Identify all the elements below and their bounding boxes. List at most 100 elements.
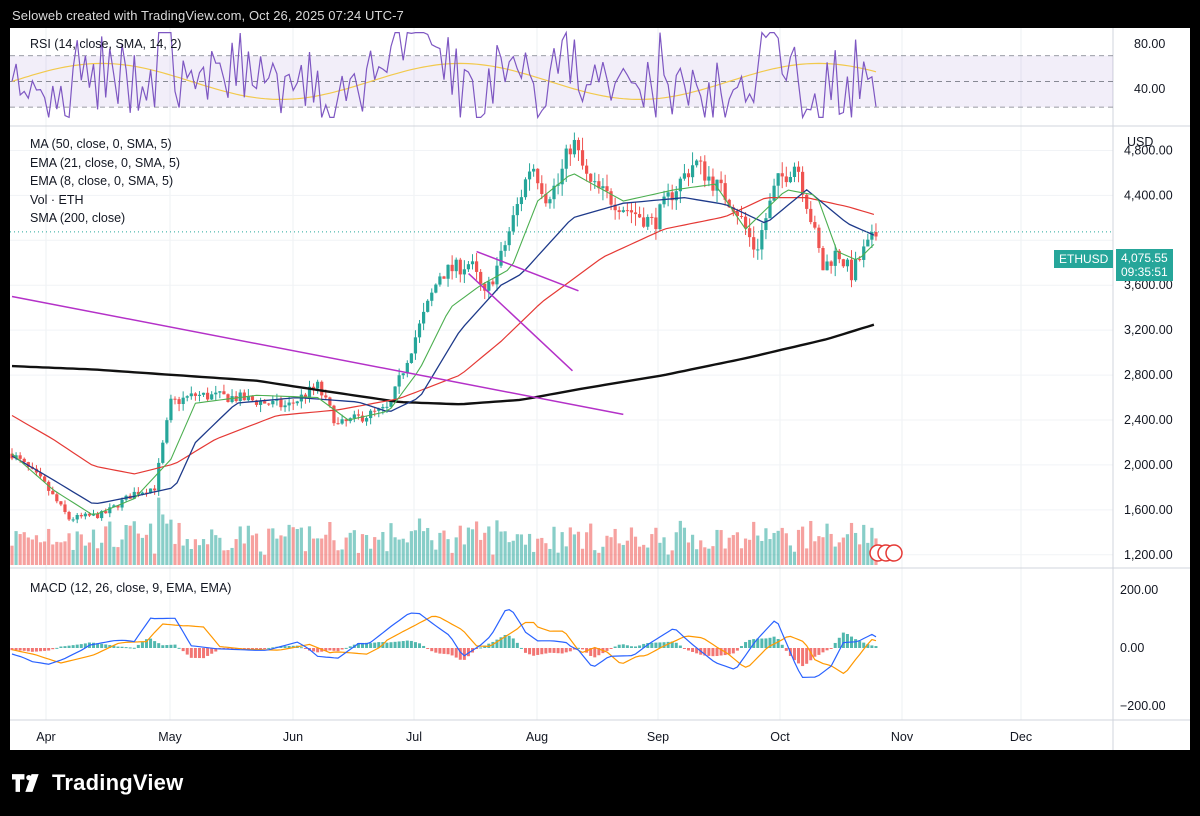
volume-bar	[564, 546, 568, 565]
macd-histogram-bar	[442, 648, 446, 654]
candle-body	[279, 399, 283, 408]
macd-histogram-bar	[39, 648, 43, 652]
candle-body	[43, 476, 47, 482]
volume-bar	[324, 534, 328, 565]
candle-body	[258, 401, 263, 405]
time-tick-label: Sep	[647, 730, 669, 744]
tradingview-brand[interactable]: TradingView	[12, 770, 183, 796]
candle-body	[593, 181, 597, 183]
volume-bar	[560, 532, 564, 565]
candle-body	[532, 168, 536, 172]
volume-bar	[523, 544, 528, 565]
currency-label[interactable]: USD	[1127, 135, 1154, 149]
volume-bar	[405, 542, 409, 565]
volume-bar	[817, 536, 821, 565]
candle-body	[548, 199, 552, 204]
price-axis: 4,800.00 4,400.00 3,600.00 3,200.00 2,800.00…	[1124, 143, 1173, 561]
volume-bar	[417, 518, 422, 565]
macd-histogram-bar	[112, 645, 116, 648]
volume-bar	[646, 547, 650, 565]
volume-bar	[735, 532, 740, 565]
volume-bar	[181, 545, 185, 565]
volume-bar	[434, 549, 438, 565]
flag-channel-top	[476, 250, 579, 292]
volume-bar	[47, 528, 51, 565]
macd-histogram-bar	[780, 644, 784, 648]
volume-bar	[263, 554, 267, 565]
candle-body	[617, 210, 621, 213]
volume-bar	[161, 514, 165, 565]
chart-canvas[interactable]: 4,800.00 4,400.00 3,600.00 3,200.00 2,800.00…	[10, 28, 1190, 750]
volume-bar	[75, 531, 79, 565]
volume-bar	[18, 534, 22, 565]
candle-body	[303, 394, 308, 398]
macd-histogram-bar	[650, 642, 654, 648]
volume-bar	[633, 536, 638, 565]
volume-bar	[238, 526, 242, 565]
volume-bar	[548, 548, 552, 565]
macd-histogram-bar	[413, 642, 417, 648]
candle-body	[829, 261, 833, 266]
candle-body	[222, 391, 226, 395]
candle-body	[438, 276, 442, 285]
main-legend[interactable]: MA (50, close, 0, SMA, 5) EMA (21, close…	[30, 135, 180, 228]
candle-body	[650, 216, 654, 218]
macd-legend[interactable]: MACD (12, 26, close, 9, EMA, EMA)	[30, 581, 232, 595]
legend-volume[interactable]: Vol · ETH	[30, 192, 84, 207]
macd-histogram-bar	[719, 648, 723, 656]
legend-sma200[interactable]: SMA (200, close)	[30, 211, 126, 225]
macd-histogram-bar	[263, 648, 267, 649]
volume-bar	[760, 540, 764, 565]
candle-body	[307, 386, 312, 398]
macd-histogram-bar	[279, 646, 283, 648]
candle-body	[446, 264, 450, 279]
legend-ma50[interactable]: MA (50, close, 0, SMA, 5)	[30, 137, 172, 151]
candle-body	[817, 227, 821, 249]
chart-panel[interactable]: 4,800.00 4,400.00 3,600.00 3,200.00 2,800.00…	[10, 28, 1190, 750]
candle-body	[862, 246, 866, 260]
candle-body	[784, 176, 788, 183]
candle-body	[59, 501, 63, 505]
candle-body	[381, 406, 385, 409]
legend-ema21[interactable]: EMA (21, close, 0, SMA, 5)	[30, 155, 181, 170]
macd-histogram-bar	[597, 648, 601, 656]
macd-tick-label: −200.00	[1120, 699, 1166, 713]
candle-body	[470, 261, 475, 265]
candle-body	[483, 283, 487, 291]
macd-histogram-bar	[666, 641, 670, 648]
rsi-legend[interactable]: RSI (14, close, SMA, 14, 2)	[30, 37, 182, 51]
macd-histogram-bar	[393, 641, 397, 648]
volume-bar	[527, 533, 532, 565]
macd-histogram-bar	[735, 648, 739, 651]
volume-bar	[144, 534, 149, 565]
macd-histogram-bar	[79, 644, 83, 648]
volume-bar	[177, 522, 181, 565]
price-tick-label: 2,000.00	[1124, 458, 1173, 472]
volume-bar	[373, 537, 377, 565]
candle-body	[707, 176, 711, 181]
volume-bar	[438, 532, 442, 565]
candle-body	[788, 177, 792, 183]
time-tick-label: Jun	[283, 730, 303, 744]
candle-body	[507, 231, 511, 246]
macd-histogram-bar	[397, 641, 401, 648]
candle-body	[711, 176, 715, 191]
volume-bar	[670, 550, 674, 565]
macd-histogram-bar	[862, 642, 866, 648]
time-tick-label: May	[158, 730, 182, 744]
volume-bar	[699, 540, 703, 565]
candle-body	[487, 281, 491, 291]
candle-body	[458, 259, 462, 275]
candle-body	[71, 519, 75, 521]
macd-histogram-bar	[731, 648, 735, 654]
macd-histogram-bar	[556, 648, 560, 654]
volume-bar	[792, 551, 797, 565]
legend-ema8[interactable]: EMA (8, close, 0, SMA, 5)	[30, 174, 174, 188]
macd-histogram-bar	[360, 642, 364, 648]
volume-bar	[809, 520, 813, 565]
candle-body	[841, 259, 845, 267]
volume-bar	[34, 535, 39, 565]
macd-histogram-bar	[385, 642, 389, 648]
macd-histogram-bar	[479, 647, 483, 649]
candle-body	[263, 401, 267, 404]
